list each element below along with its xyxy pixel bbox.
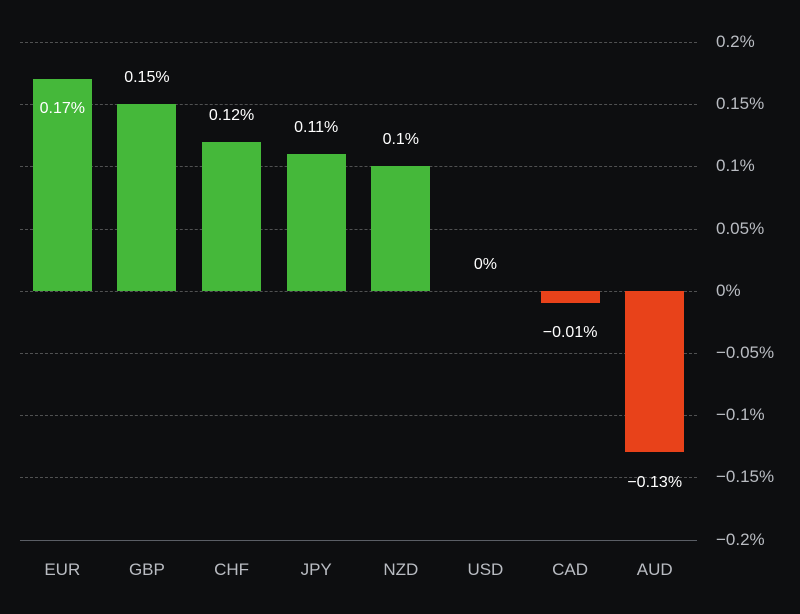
value-label-jpy: 0.11% <box>294 119 339 136</box>
x-axis-line <box>20 539 697 541</box>
bar-cad[interactable] <box>540 290 600 304</box>
y-tick-label: 0.2% <box>716 32 755 51</box>
value-label-usd: 0% <box>473 255 497 273</box>
gridline <box>20 477 697 479</box>
gridline <box>20 290 697 292</box>
value-label-gbp: 0.15% <box>124 69 170 87</box>
y-tick-label: −0.15% <box>716 467 775 487</box>
value-label-cad: −0.01% <box>542 324 598 342</box>
y-tick-label: 0.05% <box>716 218 765 238</box>
x-label-gbp: GBP <box>128 560 165 579</box>
bar-eur[interactable] <box>32 79 92 291</box>
gridline <box>20 166 697 168</box>
bar-chf[interactable] <box>202 141 262 291</box>
gridline <box>20 104 697 106</box>
gridline <box>20 353 697 354</box>
y-tick-label: −0.1% <box>716 405 765 425</box>
bar-jpy[interactable] <box>286 154 346 291</box>
x-label-aud: AUD <box>636 560 673 579</box>
x-label-usd: USD <box>467 560 504 579</box>
y-tick-label: 0.1% <box>716 156 755 176</box>
gridline <box>20 42 697 43</box>
x-label-chf: CHF <box>214 560 250 579</box>
gridline <box>20 228 697 230</box>
bar-gbp[interactable] <box>117 104 177 291</box>
value-label-chf: 0.12% <box>208 106 255 124</box>
y-tick-label: −0.2% <box>716 529 765 549</box>
x-label-jpy: JPY <box>300 560 332 579</box>
y-tick-label: 0.15% <box>716 94 765 114</box>
value-label-nzd: 0.1% <box>382 131 420 149</box>
y-tick-label: 0% <box>716 280 741 300</box>
x-label-nzd: NZD <box>383 560 419 579</box>
y-tick-label: −0.05% <box>716 343 775 362</box>
gridline <box>20 415 697 417</box>
bar-aud[interactable] <box>625 290 685 453</box>
value-label-eur: 0.17% <box>39 100 85 118</box>
bar-nzd[interactable] <box>371 166 431 291</box>
x-label-cad: CAD <box>552 560 589 579</box>
x-label-eur: EUR <box>44 560 81 579</box>
value-label-aud: −0.13% <box>627 473 683 491</box>
